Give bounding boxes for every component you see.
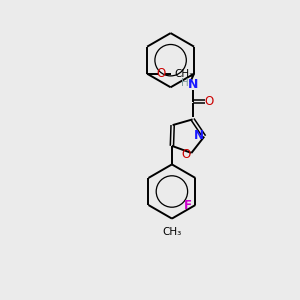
Text: N: N [194, 129, 204, 142]
Text: N: N [188, 78, 198, 92]
Text: CH₃: CH₃ [175, 69, 194, 79]
Text: O: O [204, 95, 213, 108]
Text: CH₃: CH₃ [162, 227, 182, 237]
Text: O: O [156, 67, 166, 80]
Text: H: H [181, 78, 189, 88]
Text: F: F [184, 199, 192, 212]
Text: O: O [182, 148, 191, 161]
